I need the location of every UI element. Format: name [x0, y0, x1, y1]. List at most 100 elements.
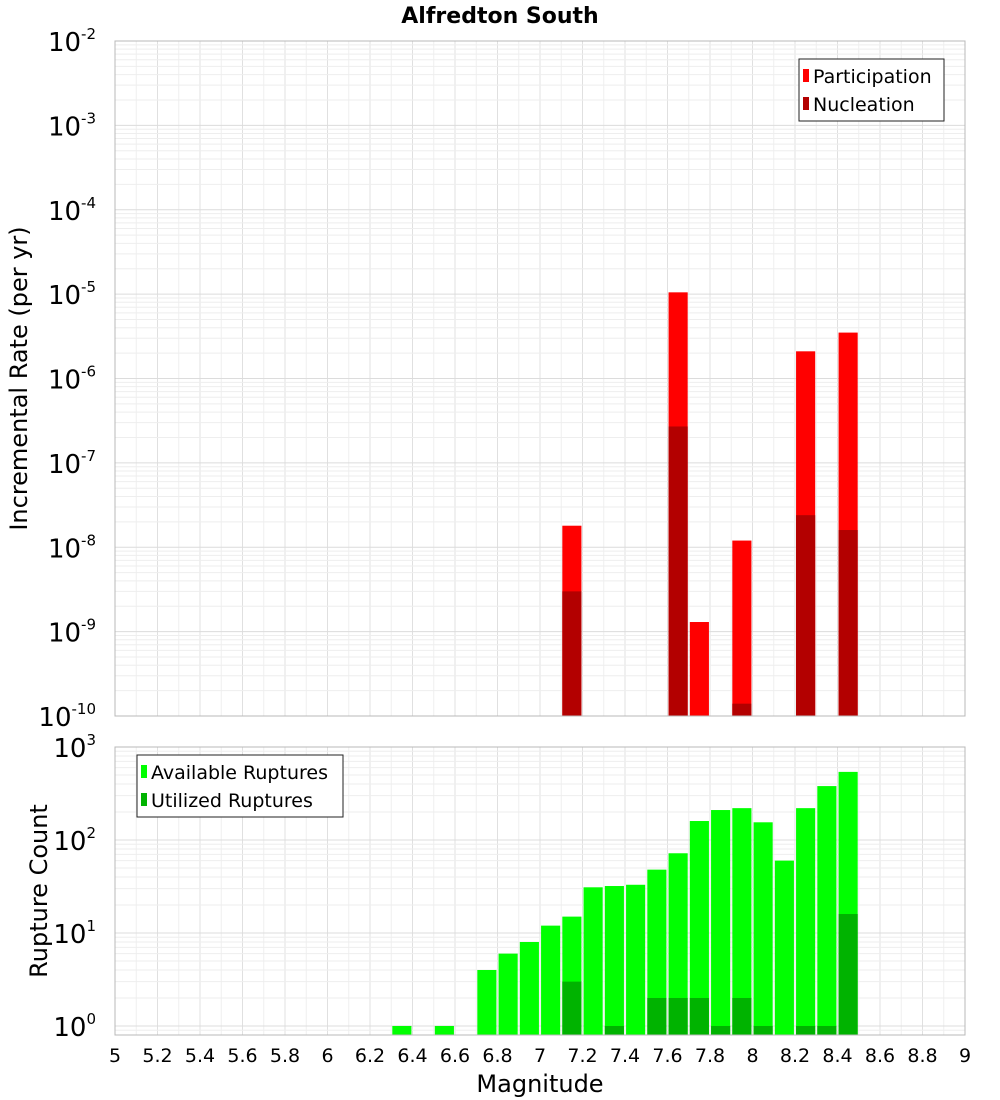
y-tick-label: 10-3 [48, 109, 96, 142]
y-tick-exponent: 3 [86, 731, 96, 749]
y-tick-base: 10 [48, 366, 81, 396]
bar [753, 1025, 773, 1035]
y-tick-base: 10 [48, 450, 81, 480]
series-nucleation [562, 426, 858, 716]
grid-lines [114, 40, 966, 717]
x-axis-ticks: 5 5.2 5.4 5.6 5.8 6 6.2 6.4 6.6 6.8 7 7.2 7.4 7.6 7.8 8… [109, 1045, 971, 1067]
y-tick-exponent: -6 [81, 363, 96, 381]
bar [434, 1025, 454, 1035]
x-tick-label: 5.2 [142, 1045, 172, 1067]
y-tick-label: 10-9 [48, 616, 96, 649]
y-axis-label: Rupture Count [25, 804, 53, 978]
y-tick-exponent: -3 [81, 109, 96, 127]
x-tick-label: 5.8 [270, 1045, 300, 1067]
bar [838, 530, 858, 716]
legend-swatch [141, 793, 147, 806]
bar [796, 808, 816, 1035]
bar [668, 997, 688, 1035]
x-tick-label: 6.2 [355, 1045, 385, 1067]
legend-swatch [803, 97, 809, 110]
x-tick-label: 8 [746, 1045, 758, 1067]
x-tick-label: 6.4 [397, 1045, 427, 1067]
x-tick-label: 8.8 [907, 1045, 937, 1067]
legend-label: Utilized Ruptures [151, 790, 313, 812]
legend-swatch [141, 765, 147, 778]
y-axis-label: Incremental Rate (per yr) [5, 226, 33, 530]
bar [647, 869, 667, 1035]
series-utilized-ruptures [562, 914, 858, 1035]
bar [562, 981, 582, 1035]
x-axis-label: Magnitude [476, 1070, 603, 1098]
bar [647, 997, 667, 1035]
bar [796, 515, 816, 716]
y-tick-label: 10-5 [48, 278, 96, 311]
y-tick-base: 10 [53, 920, 86, 950]
y-tick-base: 10 [48, 619, 81, 649]
y-tick-label: 101 [53, 917, 96, 950]
bar [689, 622, 709, 716]
rate-panel: 10-1010-910-810-710-610-510-410-310-2Inc… [5, 25, 966, 733]
bar [498, 953, 518, 1035]
x-tick-label: 5.4 [185, 1045, 215, 1067]
bar [711, 810, 731, 1035]
bar [689, 821, 709, 1035]
legend-box [136, 754, 344, 818]
y-tick-label: 10-8 [48, 531, 96, 564]
x-tick-label: 6 [321, 1045, 333, 1067]
legend-box [798, 58, 945, 122]
bar [604, 886, 624, 1035]
bar [604, 1025, 624, 1035]
y-tick-base: 10 [48, 281, 81, 311]
y-tick-label: 10-4 [48, 194, 96, 227]
y-tick-base: 10 [53, 1013, 86, 1043]
y-tick-exponent: -4 [81, 194, 96, 212]
y-tick-exponent: -10 [72, 700, 97, 718]
bar [583, 887, 603, 1035]
bar [796, 1025, 816, 1035]
y-tick-base: 10 [48, 28, 81, 58]
bar [689, 997, 709, 1035]
bar [732, 703, 752, 716]
y-tick-base: 10 [38, 703, 71, 733]
bar [817, 1025, 837, 1035]
y-tick-label: 10-6 [48, 363, 96, 396]
x-tick-label: 7.8 [695, 1045, 725, 1067]
y-tick-label: 102 [53, 824, 96, 857]
y-tick-base: 10 [48, 534, 81, 564]
legend: Participation Nucleation [798, 58, 945, 122]
legend-label: Available Ruptures [151, 762, 328, 784]
x-tick-label: 8.2 [780, 1045, 810, 1067]
bar [668, 853, 688, 1035]
bar [732, 808, 752, 1035]
y-tick-label: 10-2 [48, 25, 96, 58]
legend-label: Nucleation [813, 94, 915, 116]
bar [817, 786, 837, 1035]
y-tick-label: 100 [53, 1010, 96, 1043]
x-tick-label: 9 [959, 1045, 971, 1067]
x-tick-label: 8.6 [865, 1045, 895, 1067]
bar [838, 914, 858, 1035]
bar [477, 969, 497, 1035]
legend-swatch [803, 69, 809, 82]
legend: Available Ruptures Utilized Ruptures [136, 754, 344, 818]
x-tick-label: 6.8 [482, 1045, 512, 1067]
x-tick-label: 5.6 [227, 1045, 257, 1067]
y-tick-base: 10 [48, 197, 81, 227]
y-tick-exponent: -7 [81, 447, 96, 465]
y-tick-label: 10-7 [48, 447, 96, 480]
series-available-ruptures [392, 771, 858, 1035]
y-tick-exponent: -8 [81, 531, 96, 549]
y-tick-exponent: 2 [86, 824, 96, 842]
plot-frame [114, 40, 966, 717]
y-tick-label: 103 [53, 731, 96, 764]
bar [541, 925, 561, 1035]
bar [626, 884, 646, 1035]
x-tick-label: 5 [109, 1045, 121, 1067]
legend-label: Participation [813, 66, 932, 88]
y-tick-exponent: -2 [81, 25, 96, 43]
chart-title: Alfredton South [401, 4, 598, 29]
y-tick-exponent: 1 [86, 917, 96, 935]
